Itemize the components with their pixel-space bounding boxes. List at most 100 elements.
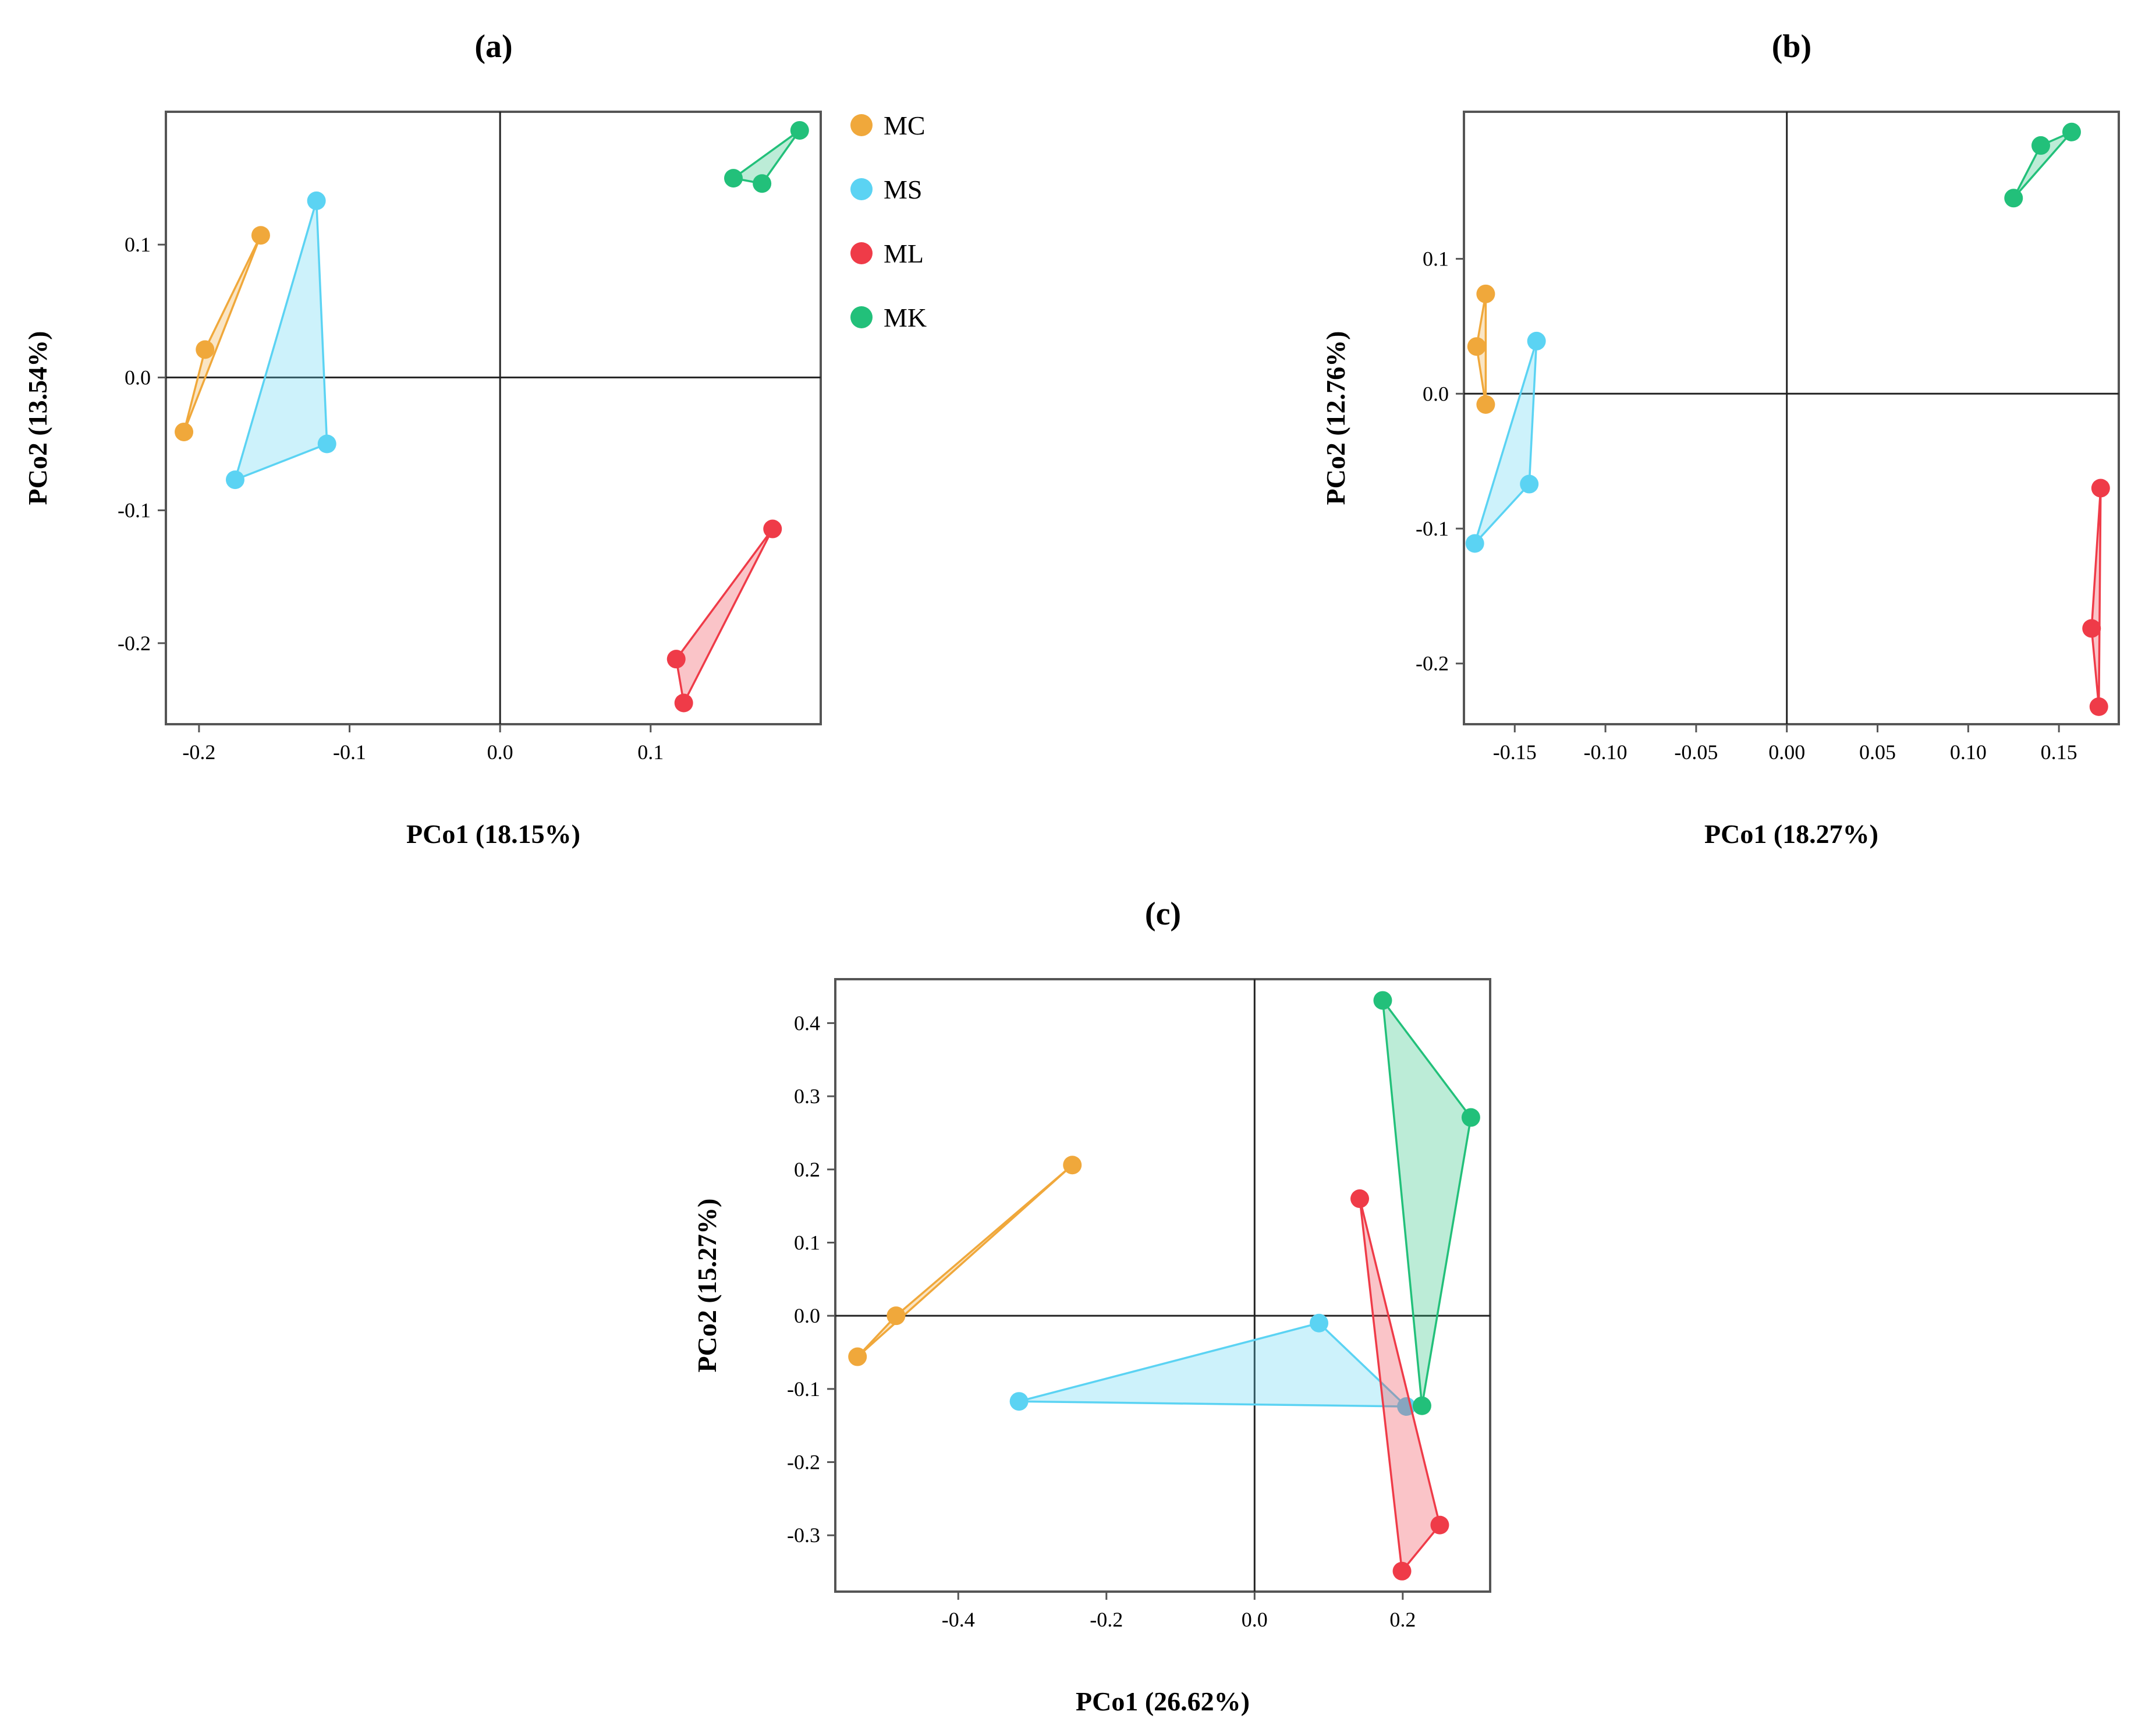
hull-MK (732, 129, 801, 185)
hull-ML (675, 527, 774, 704)
legend: MC MS ML MK (850, 111, 927, 332)
legend-marker-MS (850, 178, 873, 200)
plot-frame (1463, 111, 2120, 725)
point-ML (2089, 697, 2108, 716)
point-MC (1063, 1156, 1082, 1175)
y-tick-label: 0.0 (794, 1304, 820, 1327)
x-tick-label: 0.00 (1768, 741, 1805, 764)
point-MC (196, 340, 215, 359)
y-axis-title: PCo2 (15.27%) (692, 1199, 722, 1373)
hull-MK (1381, 999, 1472, 1407)
y-axis-title: PCo2 (13.54%) (23, 331, 52, 505)
legend-label-MK: MK (884, 303, 927, 332)
x-tick-label: -0.2 (182, 741, 215, 764)
point-ML (1392, 1561, 1412, 1581)
x-tick-label: 0.0 (487, 741, 513, 764)
panel-title: (a) (474, 29, 512, 65)
y-tick-label: 0.4 (794, 1011, 820, 1034)
point-ML (1350, 1189, 1370, 1209)
legend-label-MC: MC (884, 111, 926, 140)
panel-title: (b) (1772, 29, 1811, 65)
panel-c: (c) -0.4 -0.2 0.0 0.2 -0.3 -0.2 -0.1 0.0 0.1 0.2 0.… (692, 896, 1491, 1716)
y-tick-label: 0.3 (794, 1085, 820, 1108)
point-ML (2091, 479, 2110, 498)
y-tick-label: 0.0 (125, 366, 151, 389)
x-tick-label: 0.15 (2041, 741, 2077, 764)
point-MC (175, 422, 194, 441)
legend-marker-MC (850, 114, 873, 136)
point-MC (887, 1306, 906, 1326)
point-ML (666, 650, 686, 669)
x-tick-label: -0.10 (1584, 741, 1628, 764)
y-tick-label: -0.1 (1416, 517, 1449, 540)
y-tick-label: 0.1 (794, 1231, 820, 1254)
legend-label-ML: ML (884, 239, 924, 268)
point-MC (1476, 284, 1495, 303)
y-tick-label: -0.2 (787, 1451, 820, 1474)
point-MK (790, 121, 809, 140)
x-tick-label: 0.1 (637, 741, 664, 764)
point-MS (1465, 534, 1484, 553)
y-tick-label: 0.1 (1423, 247, 1449, 271)
hull-MS (1017, 1322, 1407, 1408)
point-MK (2062, 122, 2081, 141)
point-MK (1373, 991, 1392, 1010)
point-ML (1430, 1515, 1449, 1535)
point-MK (753, 174, 772, 193)
point-ML (763, 519, 782, 538)
point-MS (225, 470, 244, 490)
panel-b: (b) -0.15 -0.10 -0.05 0.00 0.05 0.10 0.15 -0.2 -0… (1321, 29, 2120, 849)
y-tick-label: 0.2 (794, 1158, 820, 1181)
panel-title: (c) (1145, 896, 1181, 932)
hull-ML (1359, 1198, 1441, 1572)
x-tick-label: -0.15 (1493, 741, 1537, 764)
panel-a: (a) -0.2 -0.1 0.0 0.1 -0.2 -0.1 0.0 0.1 PCo1 (18.… (23, 29, 822, 849)
x-tick-label: 0.2 (1389, 1608, 1416, 1631)
point-MS (307, 191, 326, 210)
hull-MK (2012, 131, 2073, 200)
hull-MC (856, 1164, 1073, 1358)
point-MS (1520, 474, 1539, 494)
point-ML (674, 693, 693, 713)
x-tick-label: -0.4 (942, 1608, 975, 1631)
point-MK (2004, 189, 2023, 208)
point-MC (251, 226, 270, 245)
legend-marker-MK (850, 306, 873, 328)
plot-frame (834, 978, 1491, 1593)
y-tick-label: 0.0 (1423, 382, 1449, 405)
point-MK (724, 169, 743, 188)
point-MK (1461, 1108, 1480, 1127)
point-MK (1412, 1396, 1431, 1415)
hull-ML (2090, 487, 2102, 708)
point-MK (2031, 136, 2050, 155)
point-MC (1476, 395, 1495, 414)
x-axis-title: PCo1 (26.62%) (1076, 1687, 1250, 1716)
point-ML (2082, 619, 2101, 638)
y-tick-label: -0.2 (1416, 652, 1449, 675)
x-tick-label: 0.0 (1242, 1608, 1268, 1631)
point-MS (1310, 1313, 1329, 1333)
x-tick-label: -0.05 (1674, 741, 1718, 764)
y-tick-label: 0.1 (125, 233, 151, 256)
point-MC (848, 1347, 867, 1366)
y-tick-label: -0.1 (118, 499, 151, 522)
y-axis-title: PCo2 (12.76%) (1321, 331, 1350, 505)
legend-label-MS: MS (884, 175, 922, 204)
x-tick-label: -0.2 (1090, 1608, 1123, 1631)
point-MS (1009, 1392, 1029, 1411)
y-tick-label: -0.2 (118, 632, 151, 655)
y-tick-label: -0.3 (787, 1524, 820, 1547)
x-tick-label: 0.05 (1859, 741, 1896, 764)
x-tick-label: -0.1 (333, 741, 366, 764)
legend-marker-ML (850, 242, 873, 264)
hull-MS (234, 200, 328, 481)
plot-frame (165, 111, 822, 725)
hull-MS (1473, 340, 1538, 545)
x-tick-label: 0.10 (1950, 741, 1987, 764)
x-axis-title: PCo1 (18.27%) (1704, 819, 1878, 849)
point-MS (317, 434, 336, 454)
point-MC (1467, 337, 1486, 356)
hull-MC (183, 234, 262, 433)
y-tick-label: -0.1 (787, 1377, 820, 1401)
